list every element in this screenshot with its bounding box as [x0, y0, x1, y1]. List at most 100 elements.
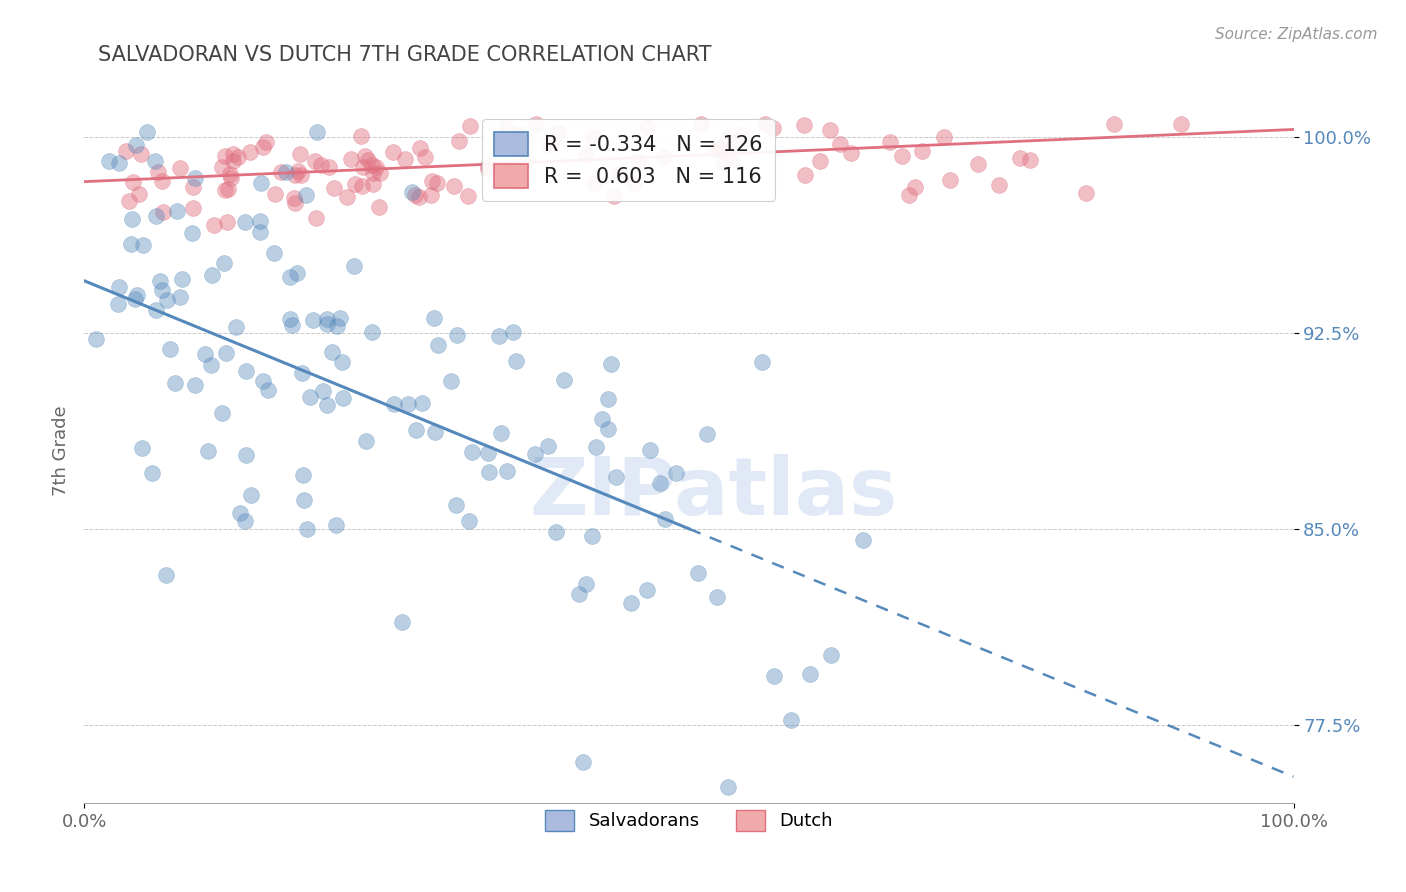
Point [318, 160, 340, 174]
Point [904, 180, 927, 194]
Point [510, 138, 533, 153]
Point [183, 377, 205, 392]
Point [423, 425, 446, 439]
Point [301, 313, 323, 327]
Point [665, 466, 688, 480]
Point [332, 391, 354, 405]
Point [457, 188, 479, 202]
Point [627, 153, 650, 168]
Point [751, 355, 773, 369]
Point [799, 666, 821, 681]
Point [169, 161, 191, 175]
Point [155, 568, 177, 582]
Point [394, 152, 416, 166]
Point [721, 153, 744, 168]
Point [270, 164, 292, 178]
Point [391, 615, 413, 629]
Point [212, 256, 235, 270]
Point [108, 156, 131, 170]
Point [605, 470, 627, 484]
Point [148, 165, 170, 179]
Point [181, 226, 204, 240]
Legend: Salvadorans, Dutch: Salvadorans, Dutch [536, 801, 842, 839]
Point [145, 302, 167, 317]
Point [219, 171, 242, 186]
Point [704, 143, 727, 157]
Point [620, 596, 643, 610]
Point [235, 364, 257, 378]
Point [636, 582, 658, 597]
Point [408, 140, 430, 154]
Point [225, 320, 247, 334]
Point [84, 332, 107, 346]
Point [852, 533, 875, 548]
Point [505, 354, 527, 368]
Point [352, 178, 374, 193]
Point [290, 168, 312, 182]
Point [581, 529, 603, 543]
Point [523, 447, 546, 461]
Point [602, 188, 624, 202]
Point [547, 125, 569, 139]
Point [368, 166, 391, 180]
Point [686, 566, 709, 580]
Point [583, 176, 606, 190]
Point [515, 154, 537, 169]
Point [97, 153, 120, 168]
Point [340, 153, 363, 167]
Point [404, 188, 426, 202]
Point [897, 188, 920, 202]
Point [305, 211, 328, 225]
Point [1104, 117, 1126, 131]
Point [494, 165, 516, 179]
Point [254, 135, 277, 149]
Point [932, 129, 955, 144]
Point [352, 160, 374, 174]
Point [221, 154, 243, 169]
Point [591, 411, 613, 425]
Point [350, 128, 373, 143]
Point [427, 338, 450, 352]
Point [249, 214, 271, 228]
Point [596, 392, 619, 406]
Point [120, 236, 142, 251]
Point [458, 514, 481, 528]
Point [181, 201, 204, 215]
Point [217, 182, 239, 196]
Point [278, 312, 301, 326]
Point [762, 121, 785, 136]
Point [696, 427, 718, 442]
Point [252, 140, 274, 154]
Point [538, 138, 561, 153]
Point [131, 442, 153, 456]
Point [477, 162, 499, 177]
Point [132, 238, 155, 252]
Point [252, 374, 274, 388]
Point [343, 259, 366, 273]
Point [249, 225, 271, 239]
Point [239, 145, 262, 160]
Point [315, 317, 337, 331]
Point [478, 465, 501, 479]
Point [537, 439, 560, 453]
Point [122, 174, 145, 188]
Point [1019, 153, 1042, 168]
Point [128, 186, 150, 201]
Point [181, 180, 204, 194]
Point [131, 147, 153, 161]
Point [762, 669, 785, 683]
Point [316, 398, 339, 412]
Point [706, 590, 728, 604]
Point [159, 342, 181, 356]
Point [322, 181, 344, 195]
Point [405, 423, 427, 437]
Point [290, 147, 312, 161]
Point [808, 154, 831, 169]
Point [890, 149, 912, 163]
Point [477, 446, 499, 460]
Point [443, 179, 465, 194]
Point [152, 205, 174, 219]
Point [444, 498, 467, 512]
Point [145, 210, 167, 224]
Point [222, 147, 245, 161]
